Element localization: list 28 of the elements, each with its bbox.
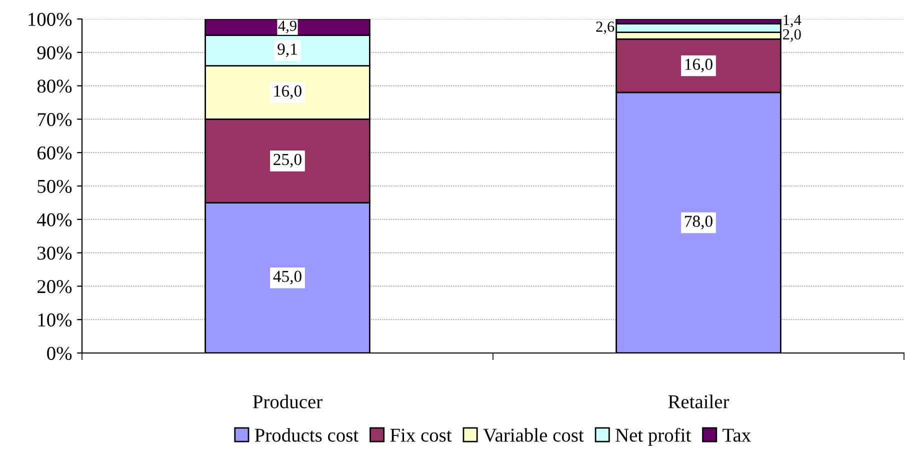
y-tick-label: 60%	[37, 146, 72, 160]
y-tick-label: 10%	[38, 313, 72, 327]
y-tick-label: 100%	[28, 12, 72, 26]
y-tick-label: 50%	[38, 180, 72, 193]
data-label: 9,1	[278, 44, 297, 58]
data-label: 16,0	[685, 58, 712, 72]
data-label: 45,0	[273, 270, 302, 284]
y-tick-label: 30%	[38, 246, 72, 260]
y-tick-label: 90%	[37, 46, 72, 60]
legend-label: Fix cost	[390, 428, 452, 442]
legend-label: Net profit	[616, 428, 692, 446]
y-tick-label: 70%	[38, 113, 72, 126]
data-label: 25,0	[274, 154, 302, 168]
data-label: 1,4	[784, 14, 802, 28]
data-label: 16,0	[274, 85, 302, 100]
x-tick-label: Retailer	[668, 394, 730, 408]
data-label: 4,9	[278, 20, 296, 34]
legend-label: Products cost	[254, 428, 358, 442]
y-tick-label: 80%	[37, 80, 72, 93]
data-label: 2,6	[596, 22, 614, 34]
y-tick-label: 40%	[37, 213, 72, 226]
y-tick-label: 20%	[37, 280, 72, 294]
x-tick-label: Producer	[252, 394, 322, 408]
data-label: 2,0	[783, 29, 801, 42]
data-label: 78,0	[685, 216, 712, 230]
legend-label: Variable cost	[483, 428, 584, 442]
y-tick-label: 0%	[47, 346, 72, 360]
legend-label: Tax	[722, 428, 751, 442]
